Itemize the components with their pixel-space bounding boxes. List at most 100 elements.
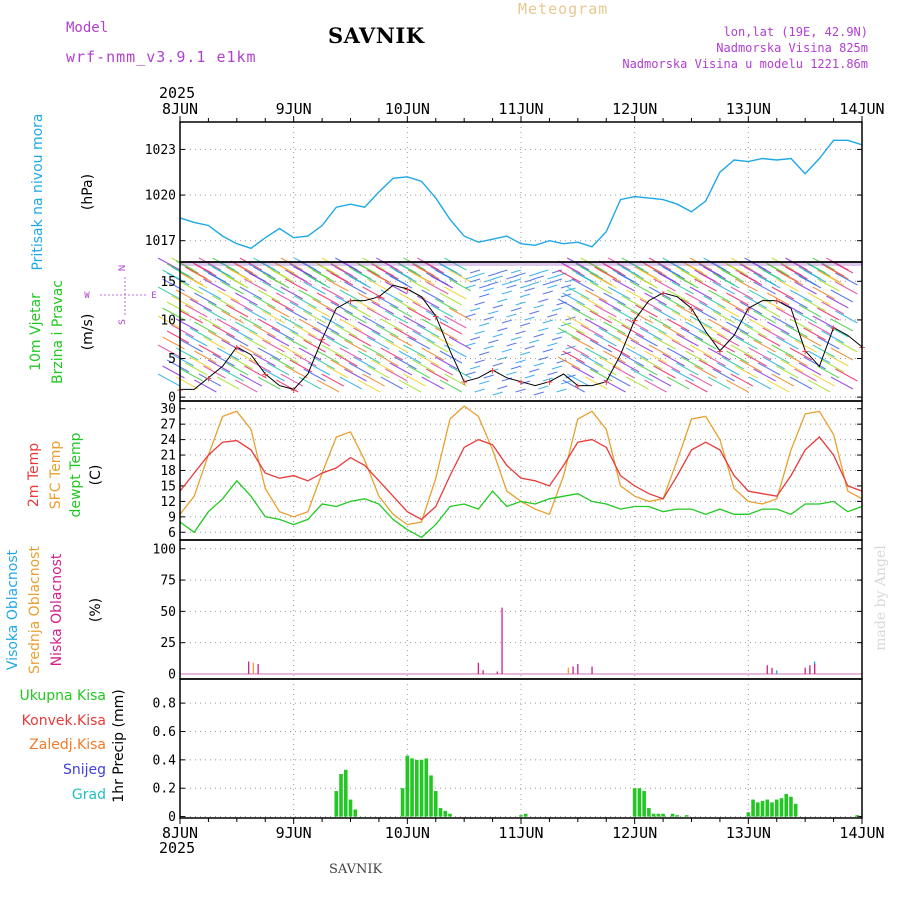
wind-barb [598, 356, 622, 370]
wind-barb [239, 344, 263, 358]
wind-barb [157, 373, 181, 387]
wind-barb [547, 342, 558, 347]
wind-barb [594, 304, 617, 318]
wind-barb [253, 295, 276, 309]
precip-bar [793, 803, 798, 817]
wind-barb [703, 353, 726, 367]
wind-barb [216, 376, 240, 390]
wind-barb [185, 333, 208, 347]
y-tick-label: 30 [160, 402, 176, 417]
wind-barb [538, 269, 549, 274]
wind-barb [662, 266, 685, 280]
wind-barb [294, 353, 317, 367]
wind-barb [389, 304, 413, 318]
wind-barb [533, 391, 544, 396]
wind-barb [771, 286, 795, 300]
wind-barb [348, 304, 372, 318]
wind-barb [639, 269, 663, 283]
wind-barb [497, 327, 508, 332]
wind-barb [312, 356, 335, 370]
wind-barb [321, 286, 344, 300]
wind-barb [376, 295, 399, 309]
wind-barb [662, 295, 685, 309]
precip-bar [746, 812, 751, 817]
wind-barb [538, 385, 549, 390]
wind-barb [538, 327, 549, 332]
wind-speed-marker: + [205, 372, 212, 385]
wind-barb [557, 327, 581, 341]
precip-unit-label: 1hr Precip (mm) [111, 689, 127, 802]
wind-barb [275, 321, 299, 335]
wind-barb [439, 292, 463, 306]
wind-barb [492, 391, 503, 396]
wind-barb [757, 275, 781, 289]
wind-barb [621, 266, 644, 280]
wind-barb [448, 278, 472, 292]
wind-speed-marker: + [603, 376, 610, 389]
wind-barb [307, 304, 331, 318]
wind-barb [524, 316, 535, 321]
wind-speed-marker: + [575, 380, 582, 393]
wind-barb [662, 324, 685, 338]
wind-barb [344, 281, 367, 295]
wind-barb [216, 289, 240, 303]
wind-barb [748, 376, 772, 390]
wind-barb [735, 278, 758, 292]
wind-barb [335, 266, 358, 280]
wind-barb [376, 266, 399, 280]
wind-barb [635, 304, 658, 318]
wind-barb [362, 315, 385, 329]
wind-barb [666, 347, 690, 361]
precip-bar [684, 815, 689, 817]
wind-barb [435, 269, 458, 283]
wind-barb [589, 281, 613, 295]
wind-barb [524, 345, 535, 350]
wind-barb [180, 281, 203, 295]
precip-bar [438, 808, 443, 817]
wind-barb [821, 272, 845, 286]
wind-barb [506, 313, 517, 318]
wind-barb [353, 269, 376, 283]
wind-barb [689, 286, 713, 300]
wind-barb [157, 344, 181, 358]
wind-barb [835, 272, 858, 286]
wind-barb [239, 257, 263, 271]
wind-barb [707, 347, 731, 361]
wind-barb [780, 330, 804, 344]
wind-barb [198, 286, 222, 300]
wind-barb [280, 257, 303, 271]
wind-barb [538, 298, 549, 303]
wind-barb [612, 365, 635, 379]
wind-barb [501, 290, 513, 295]
wind-barb [566, 257, 590, 271]
wind-speed-line [180, 284, 863, 390]
wind-barb [501, 319, 513, 324]
wind-barb [635, 275, 658, 289]
wind-barb [225, 304, 249, 318]
wind-barb [157, 257, 181, 271]
cloud-high-axis-label: Visoka Oblacnost [5, 549, 21, 670]
y-tick-label: 0.8 [153, 697, 176, 712]
wind-barb [479, 293, 490, 298]
wind-speed-marker: + [717, 345, 724, 358]
wind-barb [385, 281, 408, 295]
wind-barb [262, 368, 285, 382]
wind-barb [689, 344, 713, 358]
wind-barb [515, 388, 526, 393]
y-tick-label: 1023 [145, 143, 176, 158]
wind-barb [626, 347, 649, 361]
wind-barb [757, 304, 781, 318]
wind-barb [594, 362, 617, 376]
precip-bar [443, 810, 448, 817]
wind-barb [616, 272, 640, 286]
wind-barb [510, 365, 522, 370]
wind-barb [780, 272, 804, 286]
wind-speed-marker: + [546, 376, 553, 389]
wind-barb [547, 371, 558, 376]
wind-barb [239, 315, 263, 329]
wind-barb [835, 339, 858, 353]
wind-barb [639, 298, 663, 312]
wind-barb [821, 359, 845, 373]
wind-barb [398, 321, 422, 335]
wind-barb [162, 336, 185, 350]
